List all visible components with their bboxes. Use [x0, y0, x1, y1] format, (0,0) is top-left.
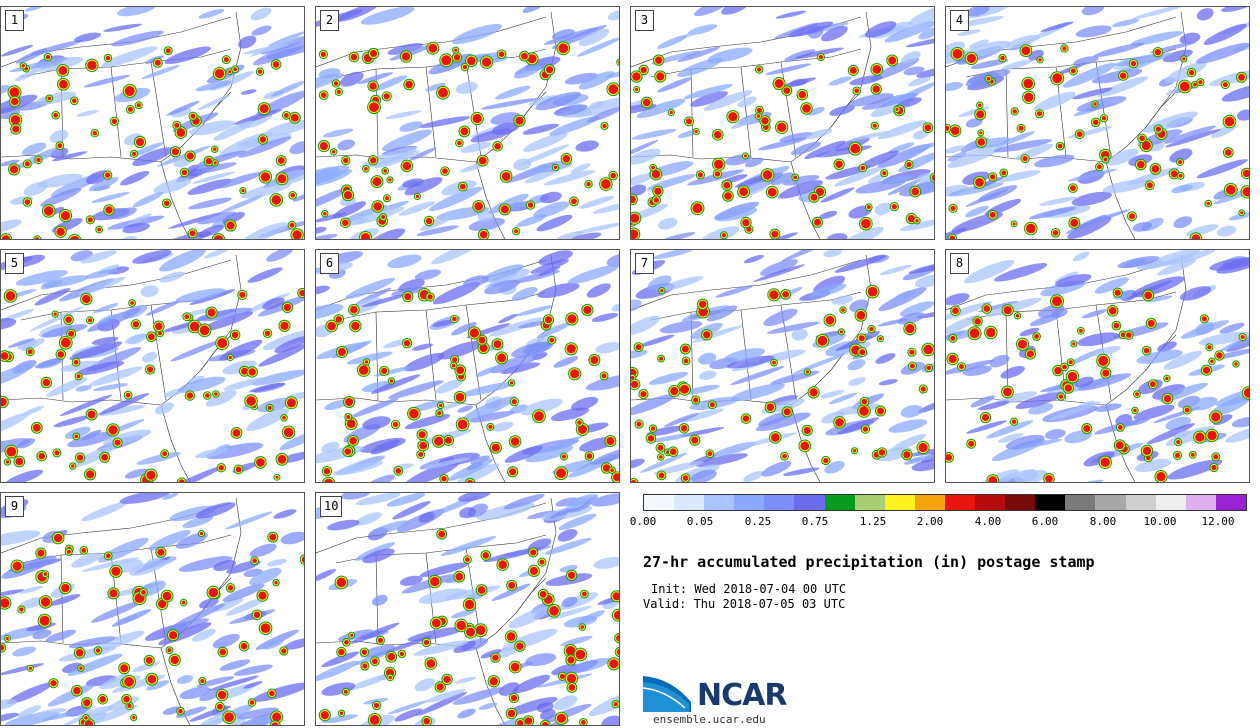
- precip-map: [316, 7, 619, 239]
- member-label: 8: [950, 253, 969, 274]
- member-label: 10: [320, 496, 343, 517]
- plot-title: 27-hr accumulated precipitation (in) pos…: [643, 553, 1095, 571]
- colorbar-segment: [1215, 495, 1246, 510]
- colorbar-segment: [975, 495, 1006, 510]
- colorbar-segment: [734, 495, 765, 510]
- member-label: 3: [635, 10, 654, 31]
- precip-map: [1, 250, 304, 482]
- colorbar-tick: 4.00: [974, 515, 1002, 528]
- colorbar-tick: 10.00: [1143, 515, 1177, 528]
- precip-map: [946, 7, 1249, 239]
- precip-map: [946, 250, 1249, 482]
- colorbar-segment: [764, 495, 795, 510]
- colorbar-segment: [674, 495, 705, 510]
- precip-map: [631, 7, 934, 239]
- colorbar-tick: 1.25: [859, 515, 887, 528]
- colorbar-segment: [794, 495, 825, 510]
- colorbar-segment: [1095, 495, 1126, 510]
- logo-text: NCAR: [697, 678, 787, 713]
- member-panel-2: 2: [315, 6, 620, 240]
- precip-colorbar: [643, 494, 1247, 511]
- colorbar-tick: 8.00: [1089, 515, 1117, 528]
- precip-map: [316, 493, 619, 725]
- precip-map: [1, 7, 304, 239]
- colorbar-tick: 0.25: [744, 515, 772, 528]
- member-panel-7: 7: [630, 249, 935, 483]
- colorbar-segment: [1065, 495, 1096, 510]
- colorbar-segment: [944, 495, 976, 510]
- colorbar-segment: [1035, 495, 1066, 510]
- member-label: 7: [635, 253, 654, 274]
- member-panel-9: 9: [0, 492, 305, 726]
- colorbar-segment: [1005, 495, 1036, 510]
- colorbar-segment: [704, 495, 735, 510]
- colorbar-tick: 0.00: [629, 515, 657, 528]
- colorbar-segment: [824, 495, 855, 510]
- member-panel-3: 3: [630, 6, 935, 240]
- valid-time: Valid: Thu 2018-07-05 03 UTC: [643, 597, 846, 611]
- member-label: 1: [5, 10, 24, 31]
- member-label: 4: [950, 10, 969, 31]
- member-panel-6: 6: [315, 249, 620, 483]
- member-panel-10: 10: [315, 492, 620, 726]
- member-label: 2: [320, 10, 339, 31]
- colorbar-segment: [1185, 495, 1216, 510]
- colorbar-segment: [644, 495, 675, 510]
- member-label: 6: [320, 253, 339, 274]
- colorbar-segment: [884, 495, 915, 510]
- member-label: 5: [5, 253, 24, 274]
- colorbar-tick: 6.00: [1031, 515, 1059, 528]
- colorbar-tick: 0.05: [686, 515, 714, 528]
- member-label: 9: [5, 496, 24, 517]
- ncar-logo-icon: [643, 676, 691, 712]
- site-url: ensemble.ucar.edu: [653, 713, 766, 726]
- colorbar-tick: 2.00: [916, 515, 944, 528]
- precip-map: [316, 250, 619, 482]
- colorbar-tick: 12.00: [1201, 515, 1235, 528]
- precip-map: [631, 250, 934, 482]
- init-time: Init: Wed 2018-07-04 00 UTC: [651, 582, 847, 596]
- colorbar-segment: [914, 495, 945, 510]
- colorbar-segment: [1125, 495, 1156, 510]
- precip-map: [1, 493, 304, 725]
- member-panel-5: 5: [0, 249, 305, 483]
- colorbar-segment: [854, 495, 885, 510]
- member-panel-1: 1: [0, 6, 305, 240]
- colorbar-segment: [1155, 495, 1186, 510]
- member-panel-8: 8: [945, 249, 1250, 483]
- member-panel-4: 4: [945, 6, 1250, 240]
- colorbar-tick: 0.75: [801, 515, 829, 528]
